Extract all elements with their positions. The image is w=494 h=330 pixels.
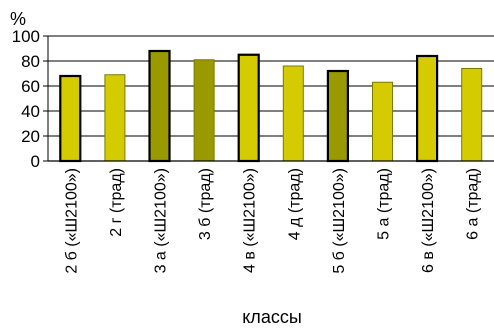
y-tick-label: 80 <box>21 52 40 71</box>
y-tick-label: 20 <box>21 127 40 146</box>
y-tick-labels: 0 20 40 60 80 100 <box>12 27 40 171</box>
bar <box>282 65 304 162</box>
y-tick-label: 100 <box>12 27 40 46</box>
x-tick-label: 2 г (трад) <box>108 168 125 237</box>
bar <box>326 69 349 163</box>
x-tick-label: 5 б («Ш2100») <box>331 168 348 274</box>
x-tick-label: 3 б (трад) <box>197 168 214 240</box>
bars <box>59 49 483 163</box>
x-axis-title: классы <box>242 307 302 327</box>
y-tick-label: 60 <box>21 77 40 96</box>
x-tick-label: 4 в («Ш2100») <box>242 168 259 273</box>
y-tick-label: 0 <box>31 152 40 171</box>
x-tick-label: 5 а (трад) <box>376 168 393 240</box>
x-tick-label: 3 а («Ш2100») <box>153 168 170 273</box>
y-axis-title: % <box>10 9 26 29</box>
bar <box>416 54 439 163</box>
bar <box>237 53 260 163</box>
x-tick-label: 6 а (трад) <box>465 168 482 240</box>
x-tick-label: 6 в («Ш2100») <box>420 168 437 273</box>
x-tick-label: 4 д (трад) <box>286 168 303 240</box>
x-tick-label: 2 б («Ш2100») <box>63 168 80 274</box>
bar <box>104 74 126 162</box>
bar <box>148 49 171 163</box>
bar <box>59 74 82 163</box>
x-tick-labels: 2 б («Ш2100») 2 г (трад) 3 а («Ш2100») 3 б … <box>63 168 481 274</box>
y-tick-label: 40 <box>21 102 40 121</box>
bar <box>372 81 393 162</box>
bar <box>461 68 483 162</box>
bar <box>193 59 215 162</box>
